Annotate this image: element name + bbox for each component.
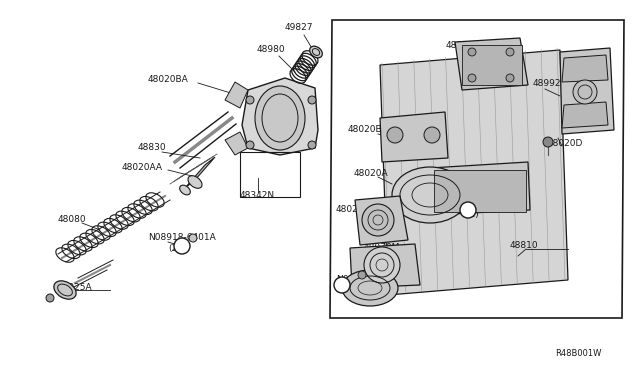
- Polygon shape: [242, 78, 318, 155]
- Polygon shape: [560, 48, 614, 134]
- Polygon shape: [225, 82, 248, 108]
- Polygon shape: [330, 20, 624, 318]
- Bar: [434, 170, 526, 212]
- Polygon shape: [380, 50, 568, 295]
- Text: N: N: [339, 280, 345, 289]
- Ellipse shape: [180, 185, 190, 195]
- Circle shape: [246, 141, 254, 149]
- Text: (1): (1): [350, 285, 363, 295]
- Text: B: B: [465, 205, 470, 215]
- Circle shape: [387, 127, 403, 143]
- Text: 48020B: 48020B: [446, 171, 481, 180]
- Circle shape: [246, 96, 254, 104]
- Circle shape: [189, 234, 197, 242]
- Ellipse shape: [310, 46, 323, 58]
- Polygon shape: [185, 157, 215, 188]
- Text: 48020A: 48020A: [354, 169, 388, 177]
- Bar: [240, 152, 300, 197]
- Polygon shape: [350, 244, 420, 288]
- Circle shape: [362, 204, 394, 236]
- Text: R48B001W: R48B001W: [555, 349, 602, 357]
- Text: (1): (1): [466, 211, 479, 219]
- Circle shape: [506, 48, 514, 56]
- Bar: [462, 45, 522, 85]
- Polygon shape: [225, 132, 248, 155]
- Text: 48342N: 48342N: [240, 190, 275, 199]
- Ellipse shape: [255, 86, 305, 150]
- Text: (2): (2): [168, 244, 180, 253]
- Ellipse shape: [342, 270, 398, 306]
- Text: N: N: [179, 241, 185, 250]
- Circle shape: [543, 137, 553, 147]
- Text: 49827: 49827: [285, 23, 314, 32]
- Ellipse shape: [392, 167, 468, 223]
- Text: B081A6-8161A: B081A6-8161A: [452, 202, 515, 211]
- Ellipse shape: [54, 281, 76, 299]
- Text: 48020BA: 48020BA: [148, 76, 189, 84]
- Polygon shape: [380, 112, 448, 162]
- Text: 48020AA: 48020AA: [122, 163, 163, 171]
- Text: N08918-6401A: N08918-6401A: [336, 276, 404, 285]
- Polygon shape: [430, 162, 530, 215]
- Text: 48830: 48830: [138, 144, 166, 153]
- Text: 48980: 48980: [257, 45, 285, 55]
- Polygon shape: [455, 38, 528, 90]
- Circle shape: [308, 141, 316, 149]
- Text: 48992: 48992: [533, 78, 561, 87]
- Circle shape: [460, 202, 476, 218]
- Circle shape: [46, 294, 54, 302]
- Text: 48020AB: 48020AB: [446, 42, 487, 51]
- Text: 48025A: 48025A: [58, 283, 93, 292]
- Circle shape: [468, 74, 476, 82]
- Circle shape: [506, 74, 514, 82]
- Circle shape: [334, 277, 350, 293]
- Text: 48070M: 48070M: [364, 244, 401, 253]
- Circle shape: [468, 48, 476, 56]
- Text: 48020D: 48020D: [548, 138, 584, 148]
- Circle shape: [358, 271, 366, 279]
- Circle shape: [308, 96, 316, 104]
- Polygon shape: [562, 102, 608, 128]
- Polygon shape: [355, 196, 408, 245]
- Text: 48810: 48810: [510, 241, 539, 250]
- Circle shape: [174, 238, 190, 254]
- Text: 48020B: 48020B: [348, 125, 383, 135]
- Circle shape: [364, 247, 400, 283]
- Text: N08918-6401A: N08918-6401A: [148, 234, 216, 243]
- Text: 48080: 48080: [58, 215, 86, 224]
- Circle shape: [424, 127, 440, 143]
- Text: 48020AA: 48020AA: [336, 205, 377, 215]
- Ellipse shape: [188, 176, 202, 188]
- Circle shape: [573, 80, 597, 104]
- Polygon shape: [562, 55, 608, 82]
